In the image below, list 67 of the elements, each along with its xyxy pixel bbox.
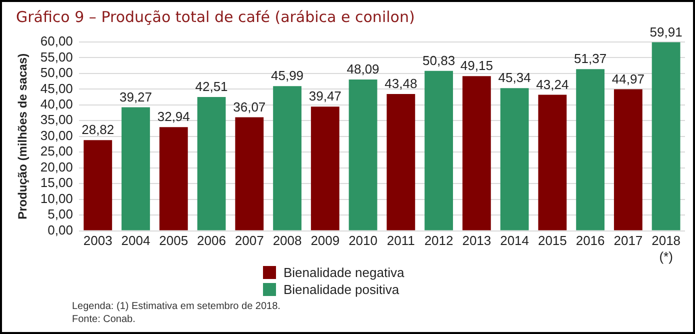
data-label: 43,48 [384, 76, 418, 92]
x-tick-label: 2018 (*) [652, 233, 681, 264]
y-tick-label: 15,00 [40, 175, 73, 190]
data-label: 49,15 [460, 58, 493, 74]
x-tick-label: 2010 [348, 233, 378, 248]
bar [462, 76, 491, 230]
chart-title: Gráfico 9 – Produção total de café (arábica e conilon) [16, 8, 415, 26]
bar [310, 106, 340, 230]
legend-label: Bienalidade positiva [284, 282, 400, 297]
x-tick-label: 2012 [424, 233, 454, 248]
data-label: 51,37 [574, 51, 607, 66]
data-label: 59,91 [650, 24, 682, 40]
source-note: Fonte: Conab. [72, 313, 136, 326]
x-tick-label: 2016 [576, 233, 605, 248]
data-label: 45,34 [498, 70, 531, 86]
x-tick-label: 2008 [272, 233, 302, 248]
legend-label: Bienalidade negativa [284, 265, 404, 280]
y-tick-label: 55,00 [40, 49, 73, 64]
data-label: 44,97 [612, 71, 644, 86]
bar [197, 97, 226, 230]
bar [273, 86, 302, 230]
text: Legenda: (1) Estimativa em setembro de 2018. [72, 300, 280, 313]
x-tick-label: 2006 [197, 233, 226, 248]
bar [500, 88, 529, 230]
data-label: 42,51 [195, 79, 228, 94]
data-label: 32,94 [157, 109, 190, 124]
data-label: 36,07 [233, 99, 266, 114]
bar [386, 94, 416, 230]
y-tick-label: 40,00 [40, 96, 73, 112]
data-label: 39,47 [308, 88, 342, 104]
bar [614, 89, 642, 230]
x-tick-label: 2005 [159, 233, 188, 248]
x-tick-label: 2013 [462, 233, 492, 248]
bar [424, 70, 453, 230]
bar [159, 127, 188, 230]
y-tick-label: 10,00 [40, 190, 73, 206]
x-tick-label: 2014 [500, 233, 530, 248]
y-tick-label: 35,00 [40, 112, 73, 128]
y-tick-label: 20,00 [40, 159, 73, 174]
y-tick-label: 5,00 [48, 206, 73, 222]
data-label: 48,09 [346, 62, 380, 77]
bar [576, 69, 605, 230]
data-label: 50,83 [422, 52, 456, 68]
data-label: 28,82 [82, 122, 114, 138]
x-tick-label: 2011 [386, 233, 415, 248]
bar [84, 140, 112, 230]
x-tick-label: 2004 [121, 233, 150, 248]
bar [538, 94, 567, 230]
y-tick-label: 25,00 [40, 144, 73, 159]
y-tick-label: 60,00 [40, 34, 73, 49]
x-tick-label: 2003 [83, 233, 112, 248]
y-tick-label: 50,00 [40, 65, 73, 80]
bar [348, 79, 378, 230]
y-tick-label: 30,00 [40, 128, 73, 143]
bar [652, 42, 680, 230]
data-label: 39,27 [119, 89, 152, 104]
y-tick-label: 0,00 [48, 222, 73, 238]
x-tick-label: 2015 [538, 233, 567, 248]
x-tick-label: 2009 [310, 233, 340, 248]
data-label: 43,24 [536, 76, 569, 92]
x-tick-label: 2017 [614, 233, 643, 248]
x-tick-label: 2007 [234, 233, 264, 248]
y-tick-label: 45,00 [40, 80, 73, 96]
data-label: 45,99 [270, 68, 304, 84]
y-axis-title: Produção (milhões de sacas) [16, 53, 30, 220]
bar [122, 107, 150, 230]
bar [235, 117, 264, 230]
